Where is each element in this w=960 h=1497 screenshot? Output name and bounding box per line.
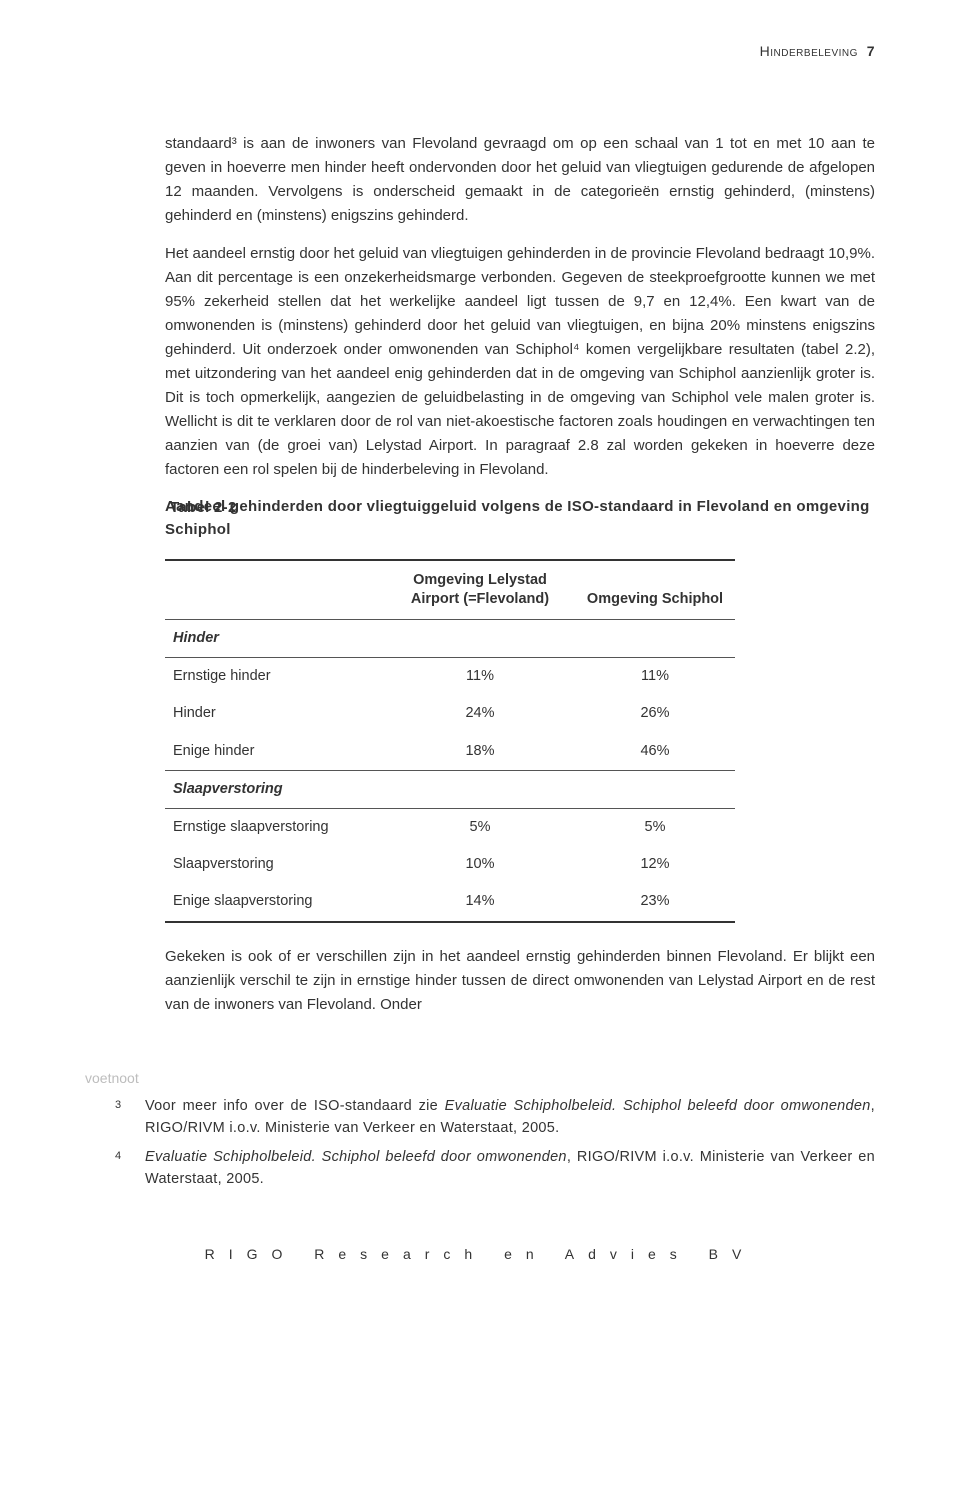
table-row: Hinder 24% 26% <box>165 695 735 732</box>
header-title: Hinderbeleving <box>760 43 858 59</box>
page-number: 7 <box>867 43 875 59</box>
footnotes: 3 Voor meer info over de ISO-standaard z… <box>115 1095 875 1191</box>
footnote-label: voetnoot <box>85 1067 875 1089</box>
table-row: Slaapverstoring 10% 12% <box>165 846 735 883</box>
table-2-2: Tabel 2-2 Aandeel gehinderden door vlieg… <box>85 496 875 922</box>
hinder-table: Omgeving Lelystad Airport (=Flevoland) O… <box>165 559 735 922</box>
paragraph-3: Gekeken is ook of er verschillen zijn in… <box>165 945 875 1017</box>
paragraph-2: Het aandeel ernstig door het geluid van … <box>165 242 875 482</box>
table-row: Ernstige hinder 11% 11% <box>165 658 735 696</box>
table-row: Ernstige slaapverstoring 5% 5% <box>165 809 735 847</box>
table-title: Aandeel gehinderden door vliegtuiggeluid… <box>165 496 875 541</box>
col1-head-line2: Airport (=Flevoland) <box>411 591 549 607</box>
table-row: Enige slaapverstoring 14% 23% <box>165 883 735 921</box>
body-text: standaard³ is aan de inwoners van Flevol… <box>165 132 875 482</box>
footnote-4: 4 Evaluatie Schipholbeleid. Schiphol bel… <box>115 1146 875 1191</box>
section-hinder: Hinder <box>165 620 385 658</box>
col1-head-line1: Omgeving Lelystad <box>413 572 547 588</box>
footnote-3: 3 Voor meer info over de ISO-standaard z… <box>115 1095 875 1140</box>
page-footer: RIGO Research en Advies BV <box>85 1243 875 1265</box>
running-header: Hinderbeleving 7 <box>85 40 875 62</box>
paragraph-1: standaard³ is aan de inwoners van Flevol… <box>165 132 875 228</box>
body-text-after-table: Gekeken is ook of er verschillen zijn in… <box>165 945 875 1017</box>
table-row: Enige hinder 18% 46% <box>165 733 735 771</box>
footnote-number: 4 <box>115 1146 145 1191</box>
footnote-number: 3 <box>115 1095 145 1140</box>
table-label: Tabel 2-2 <box>170 496 237 520</box>
section-slaap: Slaapverstoring <box>165 770 385 808</box>
col2-head: Omgeving Schiphol <box>575 560 735 619</box>
